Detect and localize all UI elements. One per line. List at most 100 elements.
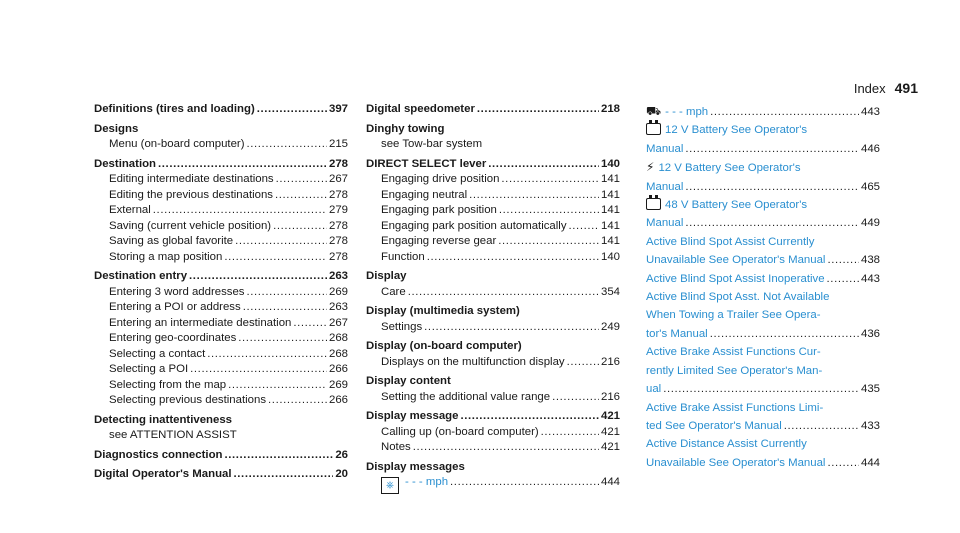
- message-entry[interactable]: ⚡12 V Battery See Operator's Manual 465: [646, 158, 880, 196]
- index-row[interactable]: Setting the additional value range 216: [366, 390, 620, 406]
- index-row[interactable]: Settings 249: [366, 320, 620, 336]
- page-ref[interactable]: 354: [600, 285, 620, 298]
- page-ref[interactable]: 268: [328, 332, 348, 344]
- page-ref[interactable]: 465: [860, 180, 880, 193]
- page-ref[interactable]: 141: [600, 188, 620, 201]
- index-row[interactable]: Display message 421: [366, 409, 620, 425]
- entry-text[interactable]: Manual: [646, 178, 683, 196]
- entry-text[interactable]: 48 V Battery See Operator's: [646, 195, 807, 211]
- index-row[interactable]: Engaging drive position 141: [366, 172, 620, 188]
- page-ref[interactable]: 278: [328, 235, 348, 247]
- page-ref[interactable]: 140: [600, 250, 620, 263]
- entry-text[interactable]: Calling up (on-board computer): [381, 425, 539, 441]
- index-row[interactable]: Menu (on-board computer) 215: [94, 137, 348, 153]
- index-row[interactable]: Calling up (on-board computer) 421: [366, 425, 620, 441]
- page-ref[interactable]: 436: [860, 327, 880, 340]
- index-row[interactable]: Digital speedometer 218: [366, 102, 620, 118]
- message-entry[interactable]: Active Blind Spot Assist Currently Unavai…: [646, 233, 880, 270]
- page-ref[interactable]: 444: [600, 476, 620, 488]
- message-entry[interactable]: 12 V Battery See Operator's Manual 446: [646, 120, 880, 158]
- entry-text[interactable]: External: [109, 203, 151, 219]
- page-ref[interactable]: 433: [860, 419, 880, 432]
- entry-text[interactable]: ted See Operator's Manual: [646, 417, 782, 435]
- index-row[interactable]: Notes 421: [366, 440, 620, 456]
- index-row[interactable]: Diagnostics connection 26: [94, 448, 348, 464]
- page-ref[interactable]: 263: [328, 270, 348, 282]
- entry-text[interactable]: Active Distance Assist Currently: [646, 438, 807, 450]
- cross-reference[interactable]: see Tow-bar system: [381, 138, 483, 150]
- message-entry[interactable]: 48 V Battery See Operator's Manual 449: [646, 195, 880, 233]
- page-ref[interactable]: 141: [600, 235, 620, 247]
- entry-text[interactable]: Unavailable See Operator's Manual: [646, 251, 825, 269]
- index-row[interactable]: Destination entry 263: [94, 269, 348, 285]
- page-ref[interactable]: 266: [328, 363, 348, 375]
- index-row[interactable]: Engaging reverse gear 141: [366, 234, 620, 250]
- entry-text[interactable]: Active Brake Assist Functions Cur-: [646, 346, 821, 358]
- entry-text[interactable]: Selecting from the map: [109, 378, 226, 394]
- entry-text[interactable]: When Towing a Trailer See Opera-: [646, 309, 821, 321]
- entry-text[interactable]: Saving as global favorite: [109, 234, 233, 250]
- entry-text[interactable]: Engaging neutral: [381, 188, 467, 204]
- entry-text[interactable]: Entering 3 word addresses: [109, 285, 245, 301]
- entry-text[interactable]: rently Limited See Operator's Man-: [646, 365, 822, 377]
- entry-text[interactable]: ⚡ 12 V Battery See Operator's: [646, 160, 801, 174]
- index-row[interactable]: Selecting from the map 269: [94, 378, 348, 394]
- entry-text[interactable]: Engaging park position automatically: [381, 219, 567, 235]
- entry-text[interactable]: Function: [381, 250, 425, 266]
- page-ref[interactable]: 278: [328, 250, 348, 263]
- page-ref[interactable]: 267: [328, 173, 348, 185]
- page-ref[interactable]: 278: [328, 157, 348, 170]
- entry-text[interactable]: Entering geo-coordinates: [109, 331, 236, 347]
- index-row[interactable]: Editing the previous destinations 278: [94, 188, 348, 204]
- entry-text[interactable]: Menu (on-board computer): [109, 137, 245, 153]
- message-entry[interactable]: Active Brake Assist Functions Cur-rently…: [646, 343, 880, 398]
- index-row[interactable]: Selecting a POI 266: [94, 362, 348, 378]
- entry-text[interactable]: 12 V Battery See Operator's: [646, 120, 807, 136]
- cross-reference[interactable]: see ATTENTION ASSIST: [109, 429, 237, 441]
- index-row[interactable]: Storing a map position 278: [94, 250, 348, 266]
- entry-text[interactable]: Engaging reverse gear: [381, 234, 496, 250]
- page-ref[interactable]: 268: [328, 347, 348, 360]
- index-row[interactable]: Entering a POI or address 263: [94, 300, 348, 316]
- entry-text[interactable]: DIRECT SELECT lever: [366, 157, 486, 173]
- message-entry[interactable]: Active Blind Spot Asst. Not Available Whe…: [646, 288, 880, 343]
- page-ref[interactable]: 446: [860, 142, 880, 155]
- index-row[interactable]: Saving as global favorite 278: [94, 234, 348, 250]
- entry-text[interactable]: Selecting previous destinations: [109, 393, 266, 409]
- page-ref[interactable]: 269: [328, 378, 348, 391]
- entry-text[interactable]: ual: [646, 380, 661, 398]
- entry-text[interactable]: Selecting a POI: [109, 362, 188, 378]
- index-row[interactable]: Function 140: [366, 250, 620, 266]
- entry-text[interactable]: Definitions (tires and loading): [94, 102, 255, 118]
- page-ref[interactable]: 218: [600, 103, 620, 115]
- entry-text[interactable]: Editing intermediate destinations: [109, 172, 274, 188]
- index-row[interactable]: Entering 3 word addresses 269: [94, 285, 348, 301]
- entry-text[interactable]: Display message: [366, 409, 458, 425]
- page-ref[interactable]: 421: [600, 425, 620, 438]
- entry-text[interactable]: Setting the additional value range: [381, 390, 550, 406]
- index-row[interactable]: Engaging park position 141: [366, 203, 620, 219]
- entry-text[interactable]: ⛟ - - - mph: [646, 102, 708, 121]
- message-entry[interactable]: Active Distance Assist Currently Unavaila…: [646, 435, 880, 472]
- entry-text[interactable]: Editing the previous destinations: [109, 188, 273, 204]
- entry-text[interactable]: Entering an intermediate destination: [109, 316, 291, 332]
- page-ref[interactable]: 421: [600, 441, 620, 453]
- page-ref[interactable]: 141: [600, 219, 620, 232]
- entry-text[interactable]: Active Brake Assist Functions Limi-: [646, 402, 823, 414]
- page-ref[interactable]: 266: [328, 394, 348, 406]
- entry-text[interactable]: Displays on the multifunction display: [381, 355, 565, 371]
- index-row[interactable]: Engaging neutral 141: [366, 188, 620, 204]
- page-ref[interactable]: 141: [600, 173, 620, 185]
- entry-text[interactable]: Care: [381, 285, 406, 301]
- entry-text[interactable]: Settings: [381, 320, 422, 336]
- entry-text[interactable]: Diagnostics connection: [94, 448, 222, 464]
- page-ref[interactable]: 216: [600, 355, 620, 368]
- entry-text[interactable]: Manual: [646, 214, 683, 232]
- page-ref[interactable]: 443: [860, 272, 880, 285]
- page-ref[interactable]: 267: [328, 316, 348, 329]
- index-row[interactable]: Saving (current vehicle position) 278: [94, 219, 348, 235]
- page-ref[interactable]: 263: [328, 301, 348, 313]
- entry-text[interactable]: ⎈ - - - mph: [381, 475, 448, 495]
- index-row[interactable]: DIRECT SELECT lever 140: [366, 157, 620, 173]
- entry-text[interactable]: Storing a map position: [109, 250, 222, 266]
